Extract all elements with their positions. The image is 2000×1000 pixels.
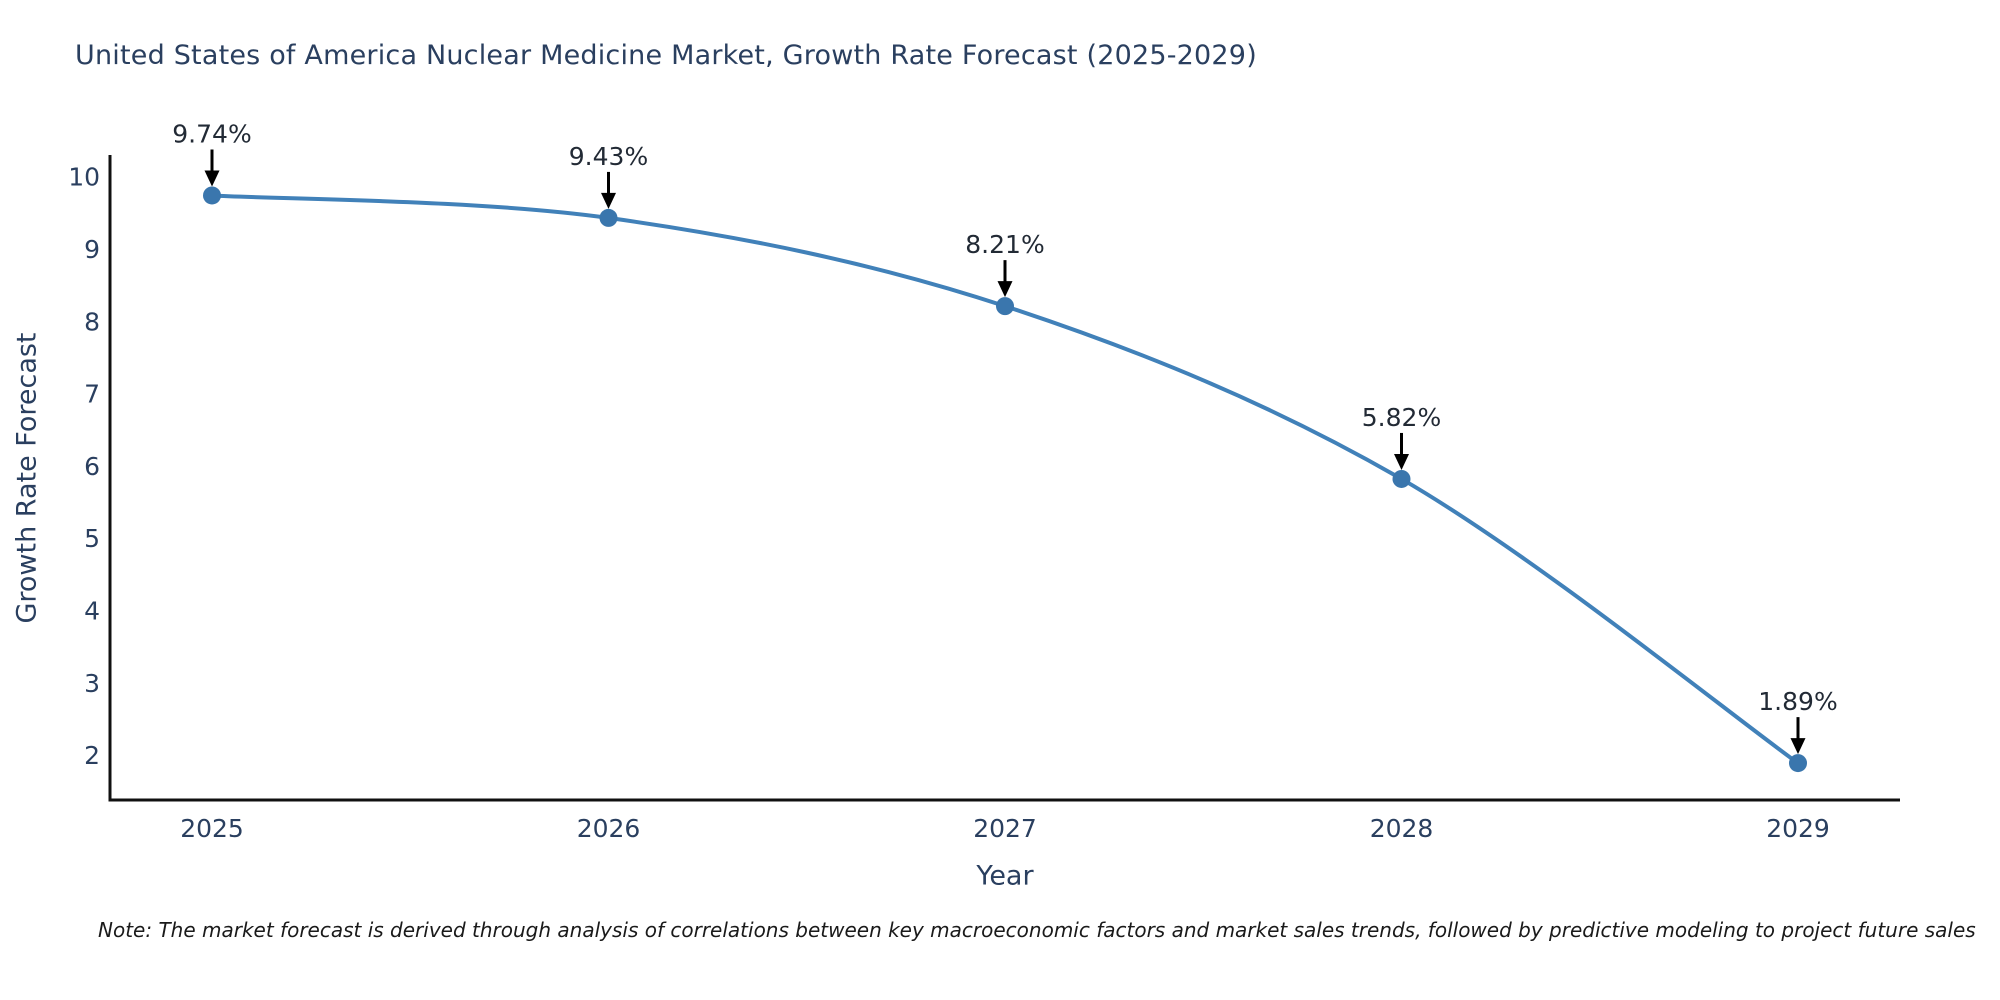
x-tick-label: 2025 bbox=[180, 814, 244, 843]
y-tick-label: 3 bbox=[84, 669, 100, 698]
y-tick-label: 4 bbox=[84, 597, 100, 626]
annotation-label: 1.89% bbox=[1758, 687, 1837, 716]
annotation-label: 8.21% bbox=[965, 230, 1044, 259]
data-point-marker bbox=[996, 297, 1014, 316]
data-point-marker bbox=[599, 208, 618, 227]
data-point-marker bbox=[203, 186, 221, 205]
annotation-label: 5.82% bbox=[1362, 403, 1441, 432]
forecast-line bbox=[211, 193, 1800, 765]
chart-title: United States of America Nuclear Medicin… bbox=[75, 40, 1257, 71]
x-tick-label: 2026 bbox=[577, 814, 641, 843]
annotation-arrowhead bbox=[997, 281, 1013, 298]
y-tick-label: 2 bbox=[84, 741, 100, 770]
x-axis-title: Year bbox=[976, 860, 1034, 892]
x-tick-label: 2029 bbox=[1766, 814, 1830, 843]
annotation-arrowhead bbox=[204, 170, 220, 187]
x-tick-label: 2028 bbox=[1370, 814, 1434, 843]
y-tick-label: 10 bbox=[68, 163, 100, 192]
annotation-arrowhead bbox=[1790, 738, 1806, 755]
x-tick-label: 2027 bbox=[973, 814, 1037, 843]
data-point-marker bbox=[1392, 469, 1411, 488]
data-point-marker bbox=[1789, 754, 1807, 773]
annotation-label: 9.43% bbox=[569, 142, 648, 171]
footnote: Note: The market forecast is derived thr… bbox=[98, 918, 1976, 942]
annotation-arrowhead bbox=[1394, 453, 1409, 470]
annotation-label: 9.74% bbox=[172, 119, 251, 148]
annotation-arrowhead bbox=[601, 192, 616, 209]
y-tick-label: 5 bbox=[84, 524, 100, 553]
y-tick-label: 7 bbox=[84, 380, 100, 409]
y-tick-label: 9 bbox=[84, 235, 100, 264]
y-tick-label: 6 bbox=[84, 452, 100, 481]
y-tick-label: 8 bbox=[84, 307, 100, 336]
